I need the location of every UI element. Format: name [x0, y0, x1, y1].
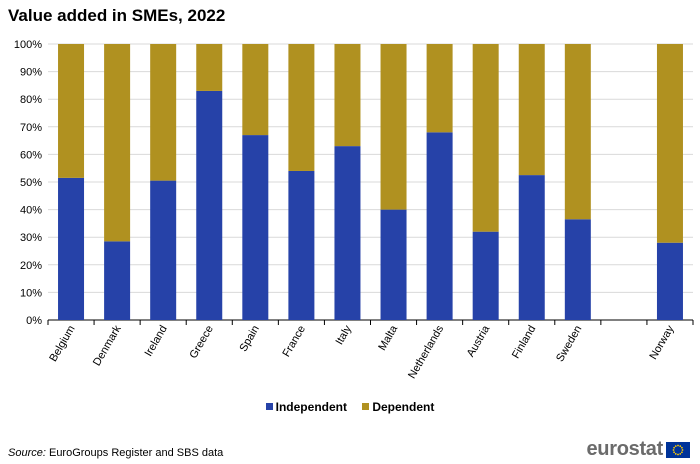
bar-independent-netherlands — [426, 132, 453, 320]
x-tick-label-austria: Austria — [465, 323, 493, 359]
x-tick-label-ireland: Ireland — [143, 324, 170, 359]
bar-dependent-denmark — [104, 44, 131, 242]
bar-independent-belgium — [58, 177, 85, 320]
legend-item-independent: Independent — [265, 399, 347, 414]
x-tick-label-belgium: Belgium — [47, 324, 77, 364]
bar-dependent-ireland — [150, 44, 177, 181]
bar-dependent-sweden — [564, 44, 591, 220]
bar-independent-italy — [334, 146, 361, 320]
y-tick-label: 70% — [20, 122, 42, 134]
y-tick-label: 10% — [20, 287, 42, 299]
legend: Independent Dependent — [0, 399, 700, 414]
legend-swatch-independent — [265, 403, 273, 410]
bar-independent-malta — [380, 209, 407, 320]
source-note: Source: EuroGroups Register and SBS data — [8, 447, 223, 459]
y-tick-label: 40% — [20, 205, 42, 217]
x-tick-label-denmark: Denmark — [91, 323, 124, 368]
legend-item-dependent: Dependent — [362, 400, 434, 414]
bar-independent-france — [288, 170, 315, 320]
bar-dependent-netherlands — [426, 44, 453, 133]
x-tick-label-france: France — [280, 324, 308, 360]
source-label: Source: — [8, 447, 46, 459]
legend-swatch-dependent — [362, 403, 370, 410]
bar-chart: 0% 10% 20% 30% 40% 50% 60% 70% 80% 90% 100% Belgium… — [14, 39, 694, 381]
legend-label-dependent: Dependent — [372, 399, 435, 414]
bar-dependent-greece — [196, 44, 223, 91]
bar-dependent-austria — [472, 44, 499, 232]
x-tick-label-finland: Finland — [510, 324, 538, 361]
brand-name: eurostat — [586, 438, 663, 460]
y-tick-label: 80% — [20, 94, 42, 106]
chart-title: Value added in SMEs, 2022 — [8, 6, 226, 25]
eu-flag-icon — [666, 441, 690, 458]
legend-label-independent: Independent — [275, 399, 347, 414]
bar-dependent-italy — [334, 44, 361, 147]
source-text: EuroGroups Register and SBS data — [45, 447, 224, 459]
y-tick-label: 90% — [20, 67, 42, 79]
bar-dependent-malta — [380, 44, 407, 210]
bar-dependent-finland — [518, 44, 545, 176]
x-tick-label-norway: Norway — [648, 323, 677, 362]
y-tick-label: 0% — [26, 315, 42, 327]
bar-independent-ireland — [150, 180, 177, 320]
x-tick-label-netherlands: Netherlands — [406, 323, 446, 381]
bar-dependent-spain — [242, 44, 269, 136]
bar-independent-sweden — [564, 219, 591, 320]
bar-dependent-france — [288, 44, 315, 171]
bar-independent-denmark — [104, 241, 131, 320]
bar-independent-austria — [472, 231, 499, 320]
y-tick-label: 30% — [20, 232, 42, 244]
y-tick-label: 60% — [20, 149, 42, 161]
x-tick-label-italy: Italy — [334, 323, 355, 347]
x-tick-label-spain: Spain — [237, 324, 261, 354]
x-tick-label-greece: Greece — [187, 324, 215, 361]
bar-dependent-norway — [656, 44, 683, 243]
y-tick-label: 20% — [20, 260, 42, 272]
bar-independent-spain — [242, 135, 269, 320]
y-tick-label: 50% — [20, 177, 42, 189]
y-tick-label: 100% — [14, 39, 42, 51]
x-tick-label-malta: Malta — [376, 323, 400, 353]
bar-dependent-belgium — [58, 44, 85, 178]
x-tick-label-sweden: Sweden — [554, 324, 584, 364]
bar-independent-greece — [196, 90, 223, 320]
bar-independent-norway — [656, 242, 683, 320]
bar-independent-finland — [518, 175, 545, 320]
eurostat-logo: eurostat — [586, 438, 690, 461]
